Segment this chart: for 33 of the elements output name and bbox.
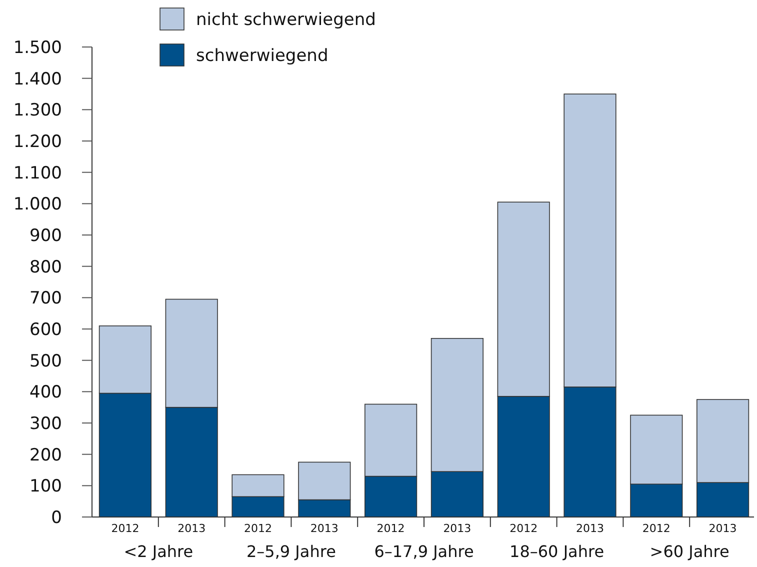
y-tick-label: 1.300 — [13, 100, 62, 121]
legend-label: schwerwiegend — [196, 46, 328, 66]
y-tick-label: 600 — [30, 320, 62, 340]
x-tick-label: 2012 — [376, 522, 405, 535]
y-tick-label: 1.200 — [13, 132, 62, 152]
y-tick-label: 0 — [51, 508, 62, 528]
x-tick-label: 2013 — [310, 522, 338, 535]
x-tick-label: 2013 — [708, 522, 737, 535]
y-tick-label: 700 — [30, 288, 62, 309]
text: 6–17,9 Jahre — [374, 542, 474, 561]
y-tick-label: 300 — [30, 414, 62, 434]
y-tick-label: 1.500 — [13, 38, 62, 58]
x-tick-label: 2013 — [178, 522, 206, 535]
y-tick-label: 200 — [30, 445, 62, 466]
text: <2 Jahre — [124, 542, 194, 561]
y-tick-label: 400 — [30, 382, 62, 403]
x-tick-label: 2012 — [642, 522, 670, 535]
x-tick-label: 2012 — [244, 522, 272, 535]
y-tick-label: 1.100 — [13, 163, 62, 184]
text: >60 Jahre — [650, 542, 730, 561]
y-tick-label: 1.400 — [13, 69, 62, 90]
y-tick-label: 900 — [30, 226, 62, 246]
x-tick-label: 2013 — [443, 522, 472, 535]
x-tick-label: 2013 — [576, 522, 604, 535]
y-tick-label: 800 — [30, 257, 62, 278]
legend-label: nicht schwerwiegend — [196, 10, 376, 30]
text: 2–5,9 Jahre — [246, 542, 336, 561]
x-tick-label: 2012 — [111, 522, 140, 535]
y-tick-label: 1.000 — [13, 194, 62, 215]
x-tick-label: 2012 — [510, 522, 538, 535]
y-tick-label: 100 — [30, 476, 62, 497]
text: 18–60 Jahre — [510, 542, 604, 561]
y-tick-label: 500 — [30, 351, 62, 372]
